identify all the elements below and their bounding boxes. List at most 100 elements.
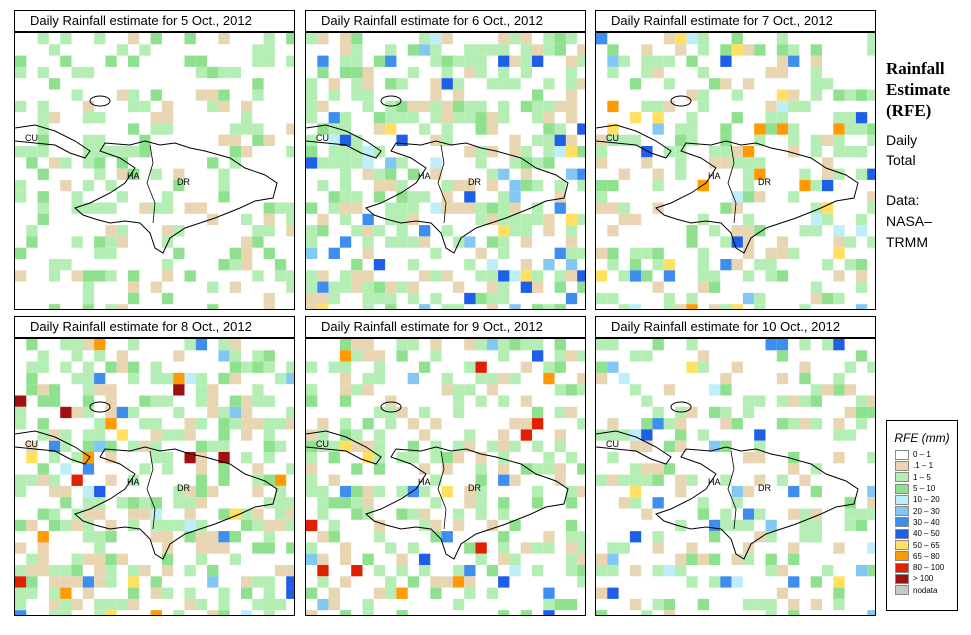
rainfall-cell [731, 146, 743, 158]
rainfall-cell [37, 66, 49, 79]
rainfall-cell [641, 270, 653, 282]
rainfall-cell [241, 587, 253, 599]
rainfall-cell [430, 78, 442, 90]
rainfall-cell [833, 123, 845, 135]
rainfall-cell [15, 100, 27, 113]
rainfall-cell [776, 247, 789, 259]
rainfall-cell [475, 497, 487, 509]
rainfall-cell [385, 281, 397, 293]
rainfall-cell [742, 270, 755, 282]
bahamas-islands [670, 401, 692, 413]
rainfall-cell [464, 202, 476, 214]
rainfall-cell [94, 112, 106, 124]
rainfall-cell [577, 123, 585, 135]
rainfall-cell [788, 55, 800, 67]
rainfall-cell [577, 44, 585, 56]
rainfall-cell [306, 485, 318, 498]
hispaniola-coastline [74, 140, 278, 254]
rainfall-cell [754, 168, 766, 180]
rainfall-cell [663, 146, 676, 158]
bahamas-islands [380, 95, 402, 107]
rainfall-cell [306, 202, 318, 214]
rainfall-cell [731, 157, 743, 169]
rainfall-cell [532, 440, 544, 452]
rainfall-cell [229, 531, 241, 543]
rainfall-cell [26, 519, 38, 532]
rainfall-cell [822, 179, 834, 192]
rainfall-cell [652, 100, 664, 113]
rainfall-cell [184, 202, 196, 214]
rainfall-cell [328, 474, 340, 486]
rainfall-cell [139, 202, 151, 214]
country-label: CU [606, 133, 619, 143]
rainfall-cell [686, 112, 698, 124]
rainfall-cell [218, 610, 230, 615]
rainfall-cell [207, 89, 219, 101]
rainfall-cell [184, 418, 196, 430]
rainfall-cell [543, 587, 555, 599]
rainfall-cell [139, 508, 151, 520]
rainfall-cell [150, 429, 162, 441]
rainfall-cell [82, 553, 95, 565]
rainfall-cell [71, 66, 83, 79]
rainfall-cell [37, 134, 49, 146]
rainfall-cell [607, 542, 619, 554]
rainfall-cell [15, 406, 27, 419]
rainfall-cell [810, 418, 822, 430]
rainfall-cell [464, 100, 476, 113]
rainfall-cell [263, 542, 275, 554]
rainfall-cell [105, 610, 117, 615]
rainfall-cell [788, 542, 800, 554]
rainfall-cell [385, 112, 397, 124]
rainfall-cell [339, 440, 352, 452]
rainfall-cell [543, 531, 555, 543]
rainfall-cell [675, 134, 687, 146]
rainfall-cell [441, 134, 453, 146]
rainfall-cell [207, 66, 219, 79]
legend-label: 50 – 65 [913, 540, 940, 550]
rainfall-cell [686, 304, 698, 309]
rainfall-cell [776, 587, 789, 599]
rainfall-cell [532, 304, 544, 309]
rainfall-cell [105, 576, 117, 588]
rainfall-cell [686, 33, 698, 45]
rainfall-cell [218, 259, 230, 271]
rainfall-cell [641, 610, 653, 615]
rainfall-cell [328, 281, 340, 293]
rainfall-cell [195, 452, 208, 464]
rainfall-cell [105, 553, 117, 565]
rainfall-cell [306, 292, 318, 305]
rainfall-cell [195, 55, 208, 67]
rainfall-cell [306, 474, 318, 486]
rainfall-cell [317, 123, 329, 135]
title-line: Rainfall [886, 59, 945, 78]
rainfall-cell [565, 66, 578, 79]
rainfall-cell [498, 66, 510, 79]
rainfall-cell [419, 100, 431, 113]
rainfall-cell [241, 610, 253, 615]
rainfall-cell [339, 270, 352, 282]
rainfall-cell [430, 112, 442, 124]
legend-label: nodata [913, 585, 938, 595]
rainfall-cell [810, 202, 822, 214]
rainfall-cell [396, 565, 408, 577]
rainfall-cell [486, 259, 499, 271]
rainfall-cell [286, 55, 294, 67]
rainfall-cell [362, 553, 374, 565]
rainfall-cell [419, 519, 431, 532]
rainfall-cell [543, 213, 555, 226]
rainfall-cell [218, 440, 230, 452]
rainfall-cell [128, 33, 140, 45]
rainfall-cell [105, 565, 117, 577]
rainfall-cell [720, 508, 732, 520]
rainfall-cell [373, 463, 386, 475]
rainfall-cell [855, 270, 868, 282]
rainfall-cell [82, 361, 95, 373]
rainfall-cell [150, 531, 162, 543]
rainfall-cell [207, 406, 219, 419]
rainfall-cell [565, 406, 578, 419]
rainfall-cell [486, 78, 499, 90]
rainfall-cell [362, 146, 374, 158]
rainfall-cell [71, 565, 83, 577]
rainfall-cell [498, 553, 510, 565]
